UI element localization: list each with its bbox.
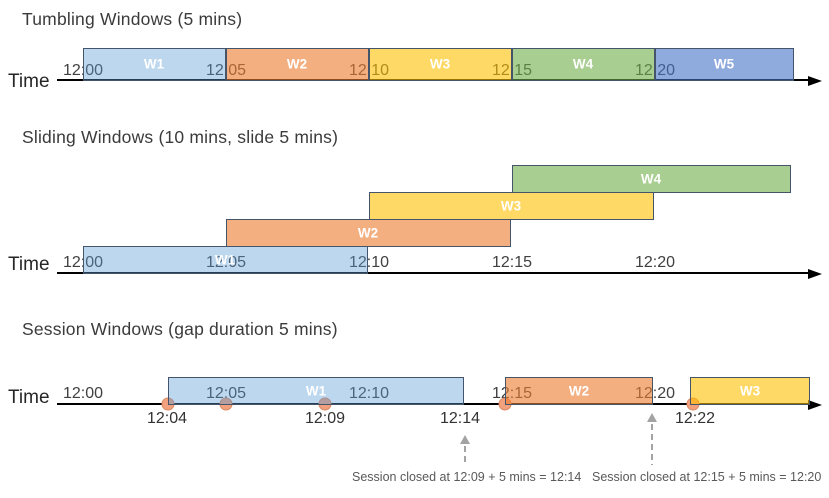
tick-label: 12:05 [205,385,247,402]
event-time-label: 12:04 [146,410,188,427]
tick-label: 12:15 [491,254,533,271]
tick-label: 12:05 [205,254,247,271]
window-label: W1 [214,252,236,268]
window-box [369,192,654,220]
session-note: Session closed at 12:09 + 5 mins = 12:14 [352,470,582,484]
session-note: Session closed at 12:15 + 5 mins = 12:20 [592,470,822,484]
time-axis-label: Time [8,71,50,92]
window-label: W2 [568,383,590,399]
tick-label: 12:10 [348,254,390,271]
tick-label: 12:20 [634,254,676,271]
tick-label: 12:10 [348,385,390,402]
window-label: W1 [143,56,165,72]
window-box [690,377,810,405]
tumbling-title: Tumbling Windows (5 mins) [22,9,243,29]
axis-arrowhead-icon [808,76,822,86]
window-label: W4 [640,171,662,187]
window-box [226,48,369,81]
window-box [83,48,226,81]
window-label: W3 [739,383,761,399]
window-label: W2 [357,225,379,241]
event-time-label: 12:22 [674,410,716,427]
window-box [505,377,653,405]
time-axis-label: Time [8,387,50,408]
window-label: W1 [305,383,327,399]
event-time-label: 12:09 [304,410,346,427]
window-box [655,48,794,81]
window-label: W3 [429,56,451,72]
window-box [512,48,655,81]
tick-label: 12:00 [62,385,104,402]
time-axis-label: Time [8,254,50,275]
window-label: W2 [286,56,308,72]
window-label: W5 [713,56,735,72]
window-box [168,377,464,405]
window-box [226,219,511,247]
timeline-axis [57,272,809,274]
window-box [369,48,512,81]
axis-arrowhead-icon [808,400,822,410]
event-time-label: 12:14 [439,410,481,427]
window-label: W3 [500,198,522,214]
sliding-title: Sliding Windows (10 mins, slide 5 mins) [22,127,339,147]
window-label: W4 [572,56,594,72]
window-box [83,246,368,274]
axis-arrowhead-icon [808,269,822,279]
dashed-up-arrow-icon [647,413,657,465]
dashed-up-arrow-icon [460,435,470,465]
session-title: Session Windows (gap duration 5 mins) [22,319,338,339]
